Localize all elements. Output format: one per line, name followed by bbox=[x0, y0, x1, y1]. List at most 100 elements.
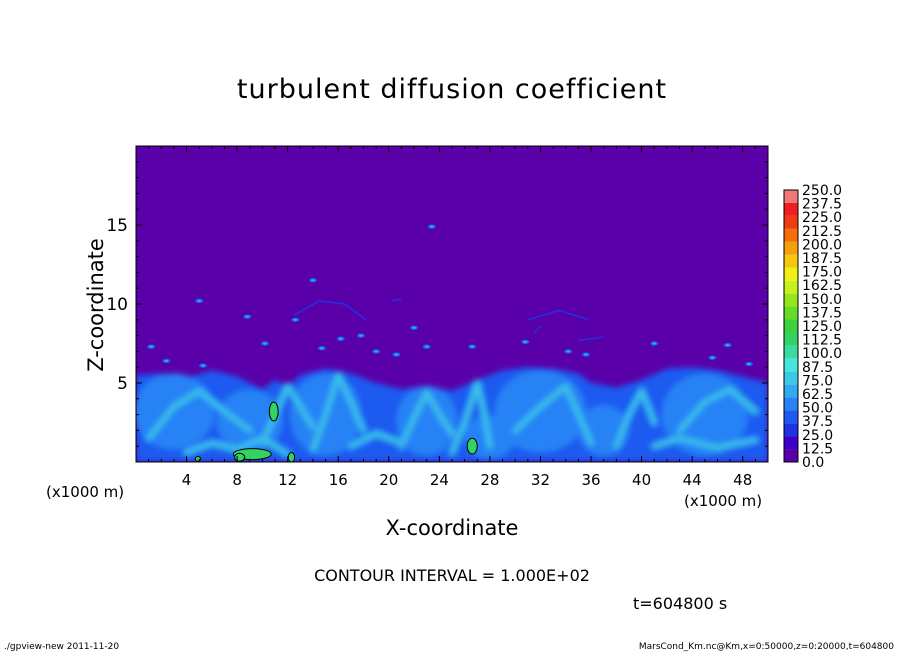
plume-core bbox=[450, 381, 492, 455]
turbulence-blob-core bbox=[310, 279, 315, 282]
turbulence-blob-core bbox=[262, 342, 267, 345]
x-tick-label: 44 bbox=[683, 471, 702, 489]
x-tick-label: 40 bbox=[632, 471, 651, 489]
plume-core bbox=[147, 389, 252, 440]
colorbar-swatch bbox=[784, 254, 798, 268]
turbulence-blob-core bbox=[338, 337, 343, 340]
colorbar-label: 112.5 bbox=[802, 333, 842, 349]
contour-patch bbox=[287, 452, 296, 462]
colorbar-label: 125.0 bbox=[802, 319, 842, 335]
colorbar-label: 62.5 bbox=[802, 387, 833, 403]
contour-interval: CONTOUR INTERVAL = 1.000E+02 bbox=[314, 566, 590, 585]
filament-arc bbox=[533, 325, 542, 333]
x-tick-label: 12 bbox=[278, 471, 297, 489]
colorbar-label: 225.0 bbox=[802, 210, 842, 226]
colorbar-swatch bbox=[784, 345, 798, 359]
colorbar-swatch bbox=[784, 241, 798, 255]
colorbar-swatch bbox=[784, 215, 798, 229]
x-tick-label: 48 bbox=[733, 471, 752, 489]
colorbar-swatch bbox=[784, 423, 798, 437]
colorbar-label: 50.0 bbox=[802, 401, 833, 417]
colorbar-swatch bbox=[784, 190, 798, 203]
colorbar-label: 75.0 bbox=[802, 373, 833, 389]
colorbar-swatch bbox=[784, 397, 798, 411]
plume-core bbox=[349, 432, 403, 448]
x-unit-left: (x1000 m) bbox=[46, 483, 125, 501]
colorbar-swatch bbox=[784, 267, 798, 281]
filament-arc bbox=[391, 298, 402, 302]
turbulence-blob-core bbox=[523, 340, 528, 343]
colorbar-swatch bbox=[784, 358, 798, 372]
turbulence-blob-core bbox=[725, 344, 730, 347]
x-axis: 4 8 12 16 20 24 28 32 36 40 44 48 bbox=[148, 146, 756, 489]
x-tick-label: 28 bbox=[480, 471, 499, 489]
colorbar-label: 200.0 bbox=[802, 237, 842, 253]
turbulence-blob-core bbox=[245, 315, 250, 318]
colorbar-swatch bbox=[784, 332, 798, 346]
plume-core bbox=[652, 436, 757, 450]
colorbar-frame bbox=[783, 189, 799, 463]
colorbar-swatch bbox=[784, 306, 798, 320]
plume-core bbox=[399, 390, 454, 448]
colorbar-swatch bbox=[784, 202, 798, 216]
turbulence-blob-core bbox=[566, 350, 571, 353]
colorbar-label: 87.5 bbox=[802, 360, 833, 376]
turbulence-blob-core bbox=[424, 345, 429, 348]
x-tick-label: 16 bbox=[329, 471, 348, 489]
colorbar-swatch bbox=[784, 228, 798, 242]
colorbar-label: 175.0 bbox=[802, 265, 842, 281]
colorbar-label: 150.0 bbox=[802, 292, 842, 308]
y-axis-label: Z-coordinate bbox=[84, 238, 108, 372]
filament-arc bbox=[578, 336, 604, 342]
turbulence-blob-core bbox=[319, 347, 324, 350]
turbulence-blob-core bbox=[197, 299, 202, 302]
colorbar-swatch bbox=[784, 449, 798, 462]
colorbar-label: 137.5 bbox=[802, 305, 842, 321]
colorbar-swatch bbox=[784, 280, 798, 294]
y-tick-label: 5 bbox=[117, 374, 128, 394]
contour-patch bbox=[194, 455, 201, 462]
colorbar-label: 212.5 bbox=[802, 224, 842, 240]
x-unit-right: (x1000 m) bbox=[684, 492, 763, 510]
colorbar-label: 250.0 bbox=[802, 183, 842, 199]
turbulence-blob-core bbox=[358, 334, 363, 337]
chart-title: turbulent diffusion coefficient bbox=[236, 74, 668, 105]
colorbar-label: 37.5 bbox=[802, 414, 833, 430]
contour-patch bbox=[268, 401, 279, 422]
turbulence-blob-core bbox=[652, 342, 657, 345]
y-tick-label: 10 bbox=[106, 295, 128, 315]
turbulence-blob-core bbox=[583, 353, 588, 356]
turbulence-blob-core bbox=[374, 350, 379, 353]
colorbar-label: 237.5 bbox=[802, 197, 842, 213]
colorbar-swatch bbox=[784, 410, 798, 424]
footer-left: ./gpview-new 2011-11-20 bbox=[4, 642, 120, 652]
y-tick-label: 15 bbox=[106, 216, 128, 236]
x-tick-label: 36 bbox=[581, 471, 600, 489]
turbulence-blob-core bbox=[293, 318, 298, 321]
turbulence-blob-core bbox=[429, 225, 434, 228]
colorbar-swatch bbox=[784, 436, 798, 450]
turbulence-blob-core bbox=[470, 345, 475, 348]
plume-core bbox=[185, 436, 290, 456]
colorbar-swatch bbox=[784, 319, 798, 333]
cell-interior bbox=[396, 386, 458, 456]
colorbar-label: 12.5 bbox=[802, 441, 833, 457]
turbulence-field bbox=[136, 224, 768, 462]
y-axis: 5 10 15 bbox=[106, 161, 768, 447]
colorbar-label: 100.0 bbox=[802, 346, 842, 362]
turbulence-blob-core bbox=[710, 356, 715, 359]
plume-core bbox=[311, 373, 366, 451]
footer-right: MarsCond_Km.nc@Km,x=0:50000,z=0:20000,t=… bbox=[638, 642, 894, 652]
plume-core bbox=[614, 389, 656, 448]
contour-patch bbox=[234, 452, 246, 462]
x-tick-label: 24 bbox=[430, 471, 449, 489]
turbulence-blob-core bbox=[394, 353, 399, 356]
colorbar-swatch bbox=[784, 293, 798, 307]
x-tick-label: 8 bbox=[232, 471, 242, 489]
colorbar-label: 162.5 bbox=[802, 278, 842, 294]
x-tick-label: 32 bbox=[531, 471, 550, 489]
colorbar-label: 187.5 bbox=[802, 251, 842, 267]
turbulence-blob-core bbox=[164, 359, 169, 362]
colorbar-swatch bbox=[784, 371, 798, 385]
